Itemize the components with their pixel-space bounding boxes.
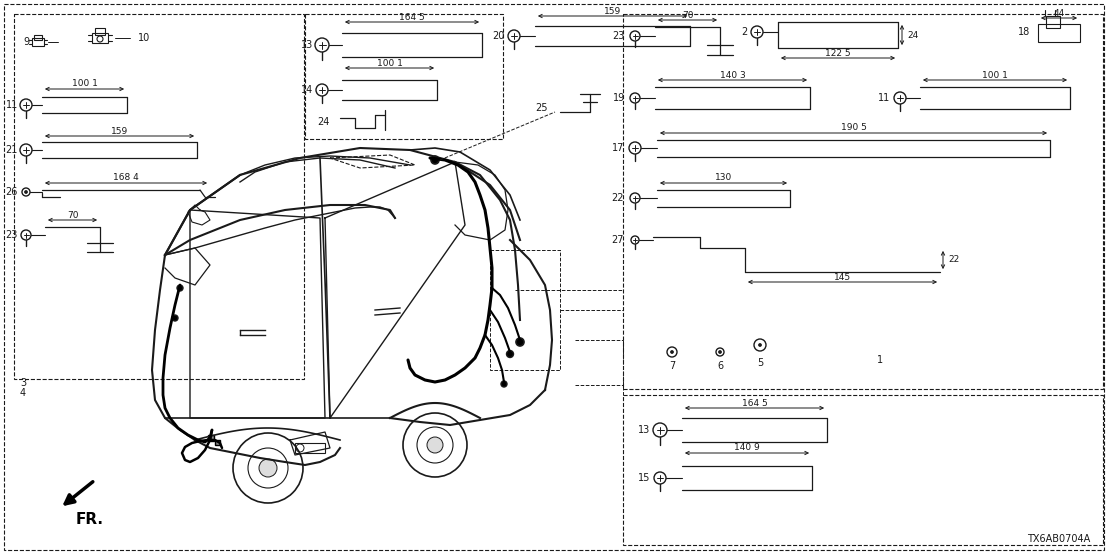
Bar [490, 250, 560, 370]
Text: 25: 25 [535, 103, 548, 113]
Text: FR.: FR. [76, 512, 104, 527]
Bar [305, 14, 503, 139]
Text: 22: 22 [612, 193, 624, 203]
Bar [215, 440, 220, 445]
Bar [95, 28, 105, 35]
Text: 18: 18 [1018, 27, 1030, 37]
Text: 20: 20 [493, 31, 505, 41]
Text: 70: 70 [681, 11, 694, 19]
Text: 10: 10 [138, 33, 151, 43]
Circle shape [501, 381, 507, 387]
Text: 17: 17 [612, 143, 624, 153]
Text: 140 3: 140 3 [719, 70, 746, 80]
Text: 27: 27 [612, 235, 624, 245]
Circle shape [172, 315, 178, 321]
Text: 9: 9 [23, 37, 29, 47]
Text: 100 1: 100 1 [377, 59, 402, 68]
Bar [1046, 16, 1060, 28]
Text: 190 5: 190 5 [841, 124, 866, 132]
Text: 24: 24 [318, 117, 330, 127]
Text: 140 9: 140 9 [735, 444, 760, 453]
Text: 100 1: 100 1 [72, 80, 98, 89]
Circle shape [259, 459, 277, 477]
Text: 1: 1 [876, 355, 883, 365]
Text: 130: 130 [715, 173, 732, 182]
Bar [208, 435, 214, 441]
Text: 21: 21 [6, 145, 18, 155]
Bar [34, 35, 42, 40]
Text: 5: 5 [757, 358, 763, 368]
Text: 24: 24 [907, 30, 919, 39]
Text: 122 5: 122 5 [825, 49, 851, 58]
Text: 14: 14 [300, 85, 312, 95]
Text: 19: 19 [613, 93, 625, 103]
Circle shape [759, 343, 761, 346]
Text: 100 1: 100 1 [982, 70, 1008, 80]
Circle shape [177, 285, 183, 291]
Circle shape [431, 156, 439, 164]
Text: 145: 145 [834, 273, 851, 281]
Text: 26: 26 [6, 187, 18, 197]
Text: 159: 159 [111, 126, 129, 136]
Text: 11: 11 [6, 100, 18, 110]
Text: TX6AB0704A: TX6AB0704A [1027, 534, 1090, 544]
Text: 164 5: 164 5 [399, 13, 424, 22]
Bar [32, 38, 44, 46]
Text: 7: 7 [669, 361, 675, 371]
Bar [14, 14, 304, 379]
Bar [1038, 24, 1080, 42]
Bar [623, 395, 1102, 545]
Text: 22: 22 [948, 255, 960, 264]
Text: 168 4: 168 4 [113, 173, 138, 182]
Text: 13: 13 [300, 40, 312, 50]
Text: 70: 70 [66, 211, 79, 219]
Text: 23: 23 [613, 31, 625, 41]
Text: 15: 15 [637, 473, 650, 483]
Text: 6: 6 [717, 361, 724, 371]
Text: 4: 4 [20, 388, 27, 398]
Bar [623, 14, 1102, 389]
Text: 164 5: 164 5 [741, 398, 768, 408]
Bar [295, 443, 325, 453]
Circle shape [427, 437, 443, 453]
Bar [92, 33, 107, 43]
Circle shape [506, 351, 513, 357]
Text: 23: 23 [6, 230, 18, 240]
Text: 3: 3 [20, 378, 27, 388]
Circle shape [670, 351, 674, 353]
Text: 13: 13 [638, 425, 650, 435]
Circle shape [718, 351, 721, 353]
Text: 44: 44 [1054, 8, 1065, 18]
Text: 11: 11 [878, 93, 890, 103]
Circle shape [516, 338, 524, 346]
Circle shape [24, 191, 28, 193]
Text: 2: 2 [741, 27, 748, 37]
Text: 159: 159 [604, 7, 622, 16]
